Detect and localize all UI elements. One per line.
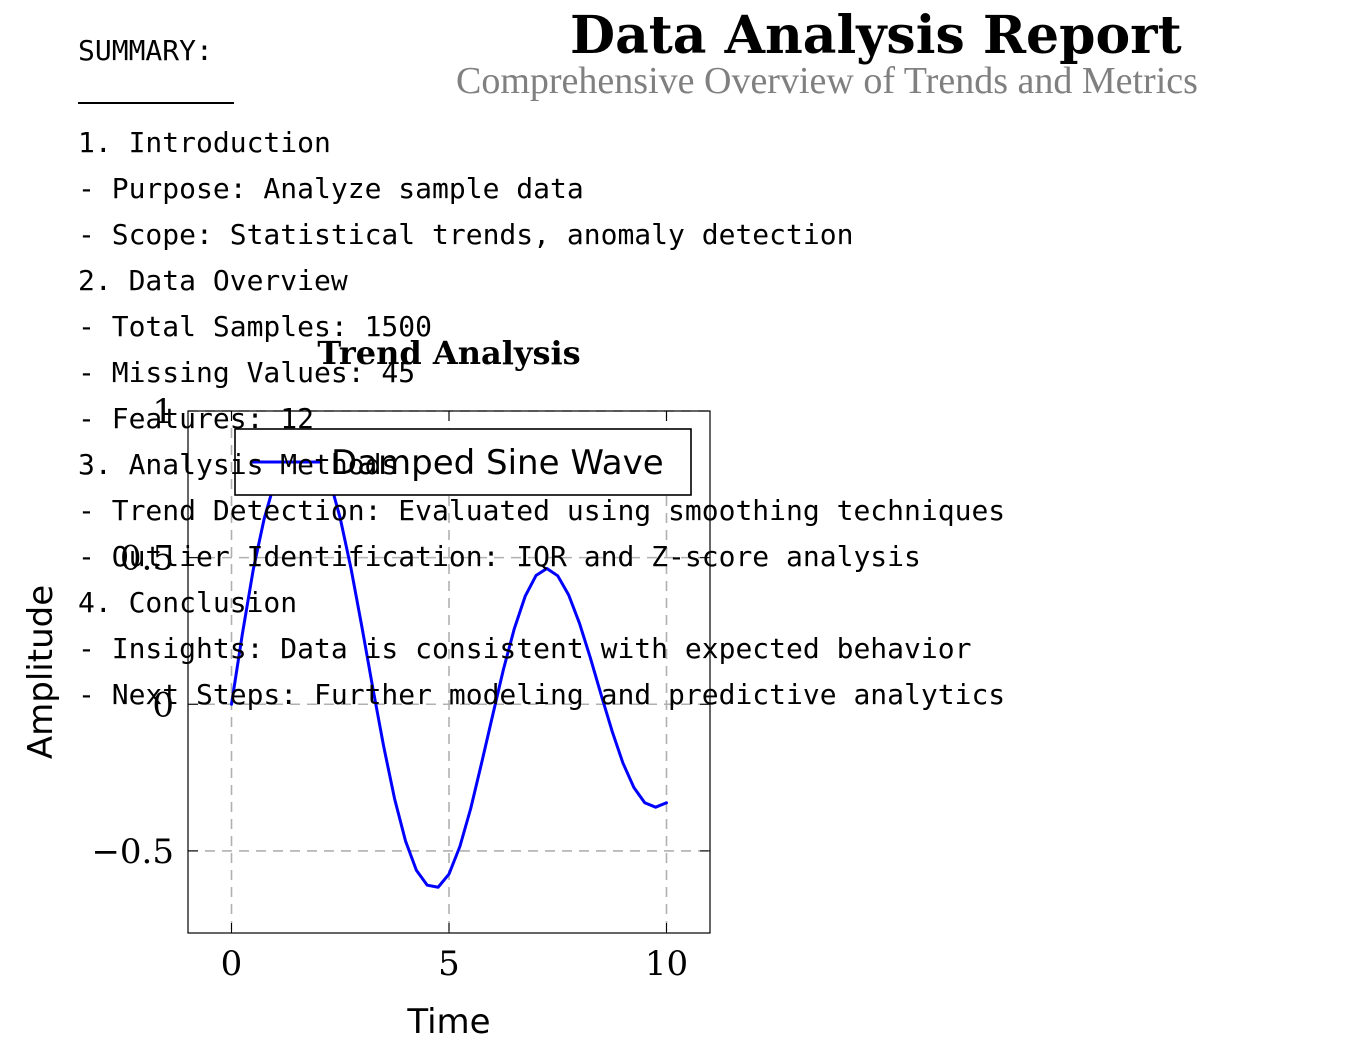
y-tick-label: −0.5 <box>91 832 174 872</box>
summary-line: 2. Data Overview <box>78 264 348 297</box>
x-axis-label: Time <box>406 1002 490 1042</box>
summary-line: - Next Steps: Further modeling and predi… <box>78 678 1006 711</box>
summary-heading: SUMMARY: <box>78 34 213 67</box>
legend-label: Damped Sine Wave <box>331 443 664 483</box>
summary-list: 1. Introduction - Purpose: Analyze sample… <box>78 120 1008 718</box>
summary-underline <box>78 102 234 104</box>
report-title: Data Analysis Report <box>570 5 1182 66</box>
plot-frame <box>187 410 711 934</box>
summary-line: - Insights: Data is consistent with expe… <box>78 632 972 665</box>
y-axis-label: Amplitude <box>21 585 61 759</box>
y-tick-label: 0 <box>152 685 174 725</box>
y-tick-label: 0.5 <box>120 539 174 579</box>
summary-line: - Missing Values: 45 <box>78 356 416 389</box>
summary-line: 4. Conclusion <box>78 586 298 619</box>
summary-line: - Features: 12 <box>78 402 315 435</box>
x-tick-label: 0 <box>221 944 243 984</box>
summary-line: - Trend Detection: Evaluated using smoot… <box>78 494 1006 527</box>
summary-line: 3. Analysis Methods <box>78 448 399 481</box>
summary-line: - Outlier Identification: IQR and Z-scor… <box>78 540 921 573</box>
summary-section: SUMMARY: 1. Introduction - Purpose: Analy… <box>78 28 1008 718</box>
y-tick-label: 1 <box>152 392 174 432</box>
summary-line: - Total Samples: 1500 <box>78 310 433 343</box>
report-subtitle: Comprehensive Overview of Trends and Met… <box>456 60 1198 102</box>
x-tick-label: 5 <box>438 944 460 984</box>
x-tick-label: 10 <box>645 944 688 984</box>
summary-line: 1. Introduction <box>78 126 331 159</box>
summary-line: - Scope: Statistical trends, anomaly det… <box>78 218 854 251</box>
chart-title: Trend Analysis <box>317 334 580 372</box>
summary-line: - Purpose: Analyze sample data <box>78 172 584 205</box>
